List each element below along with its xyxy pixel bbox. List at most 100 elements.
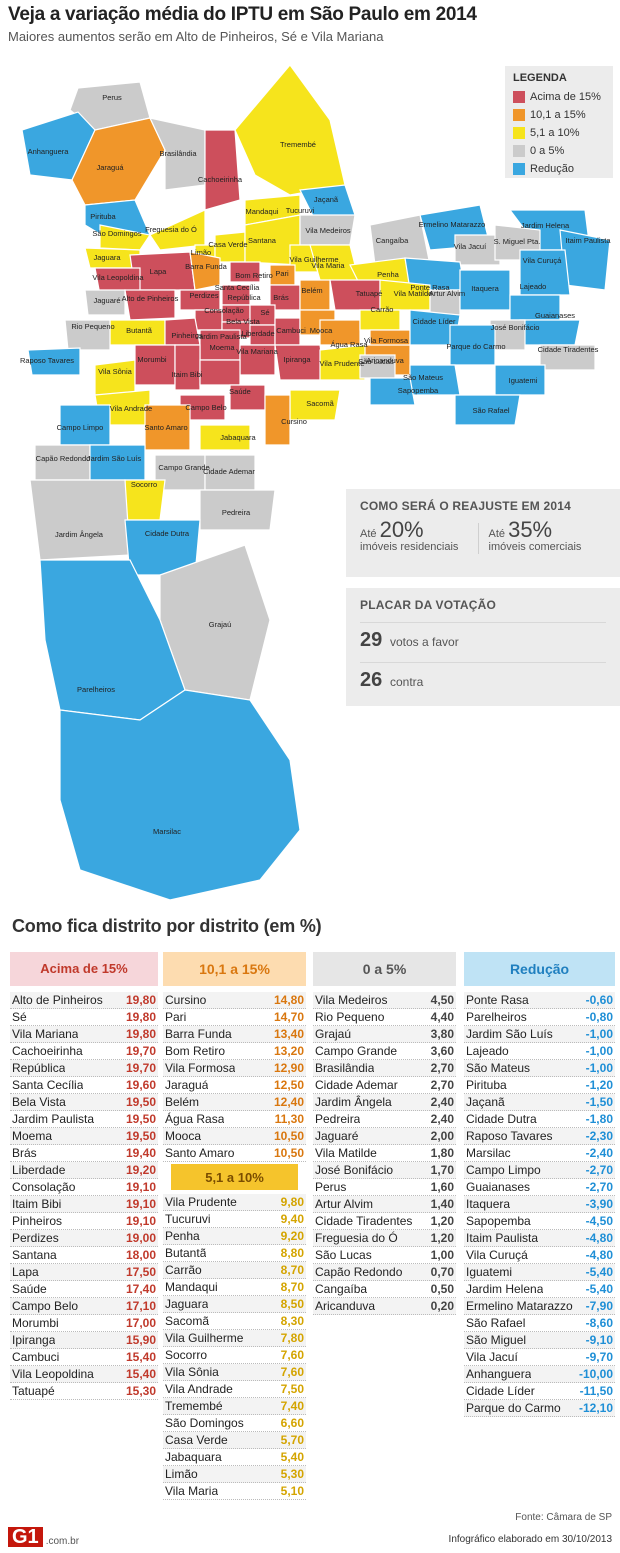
table-row: Perus 1,60 <box>313 1179 456 1196</box>
map-label: Jaraguá <box>96 163 124 172</box>
table-row: Moema 19,50 <box>10 1128 158 1145</box>
g1-logo: G1 .com.br <box>8 1527 79 1547</box>
district-value: 5,70 <box>280 1433 304 1447</box>
district-jabaquara <box>199 424 251 451</box>
table-row: Pinheiros 19,10 <box>10 1213 158 1230</box>
reajuste-title: COMO SERÁ O REAJUSTE EM 2014 <box>360 499 571 513</box>
district-value: 15,40 <box>125 1367 156 1381</box>
district-name: Campo Grande <box>315 1044 398 1058</box>
column-header-acima-15: Acima de 15% <box>10 952 158 986</box>
legend-label: Redução <box>530 163 575 175</box>
district-name: Ponte Rasa <box>466 993 529 1007</box>
district-name: Jabaquara <box>165 1450 222 1464</box>
district-value: 15,30 <box>125 1384 156 1398</box>
district-value: 17,10 <box>125 1299 156 1313</box>
table-row: Vila Formosa 12,90 <box>163 1060 306 1077</box>
district-name: Vila Mariana <box>12 1027 79 1041</box>
table-row: Vila Sônia 7,60 <box>163 1364 306 1381</box>
district-name: Raposo Tavares <box>466 1129 553 1143</box>
map-label: Vila Andrade <box>110 404 152 413</box>
map-label: Cursino <box>281 417 307 426</box>
page-subtitle: Maiores aumentos serão em Alto de Pinhei… <box>8 29 384 44</box>
district-name: Jardim São Luís <box>466 1027 553 1041</box>
map-label: Vila Maria <box>311 261 345 270</box>
district-name: Barra Funda <box>165 1027 232 1041</box>
reajuste-residencial-value: 20% <box>379 517 424 542</box>
district-name: Pirituba <box>466 1078 507 1092</box>
table-row: Vila Guilherme 7,80 <box>163 1330 306 1347</box>
table-row: Guaianases -2,70 <box>464 1179 615 1196</box>
placar-title: PLACAR DA VOTAÇÃO <box>360 598 497 612</box>
district-name: Grajaú <box>315 1027 352 1041</box>
map-label: Bela Vista <box>226 317 260 326</box>
district-tremembe <box>234 64 346 196</box>
table-row: Itaim Paulista -4,80 <box>464 1230 615 1247</box>
map-label: Vila Formosa <box>364 336 409 345</box>
district-name: Vila Curuçá <box>466 1248 528 1262</box>
table-row: Butantã 8,80 <box>163 1245 306 1262</box>
table-row: São Mateus -1,00 <box>464 1060 615 1077</box>
column-rows-10-15: Cursino 14,80 Pari 14,70 Barra Funda 13,40 Bom… <box>163 992 306 1162</box>
district-value: 5,40 <box>280 1450 304 1464</box>
legend-item: Acima de 15% <box>513 88 605 106</box>
district-value: 19,10 <box>125 1197 156 1211</box>
map-label: Carrão <box>371 305 394 314</box>
map-label: Vila Guilherme <box>289 255 338 264</box>
map-label: Penha <box>377 270 400 279</box>
district-name: Moema <box>12 1129 53 1143</box>
district-value: 19,50 <box>125 1095 156 1109</box>
table-row: Cidade Ademar 2,70 <box>313 1077 456 1094</box>
district-name: Rio Pequeno <box>315 1010 385 1024</box>
district-value: 5,10 <box>280 1484 304 1498</box>
legend-swatch <box>513 91 525 103</box>
district-value: -2,70 <box>585 1163 613 1177</box>
district-value: 19,70 <box>125 1061 156 1075</box>
district-value: 19,50 <box>125 1112 156 1126</box>
district-name: Casa Verde <box>165 1433 228 1447</box>
map-label: Campo Limpo <box>57 423 104 432</box>
district-name: Vila Sônia <box>165 1365 219 1379</box>
table-row: Vila Jacuí -9,70 <box>464 1349 615 1366</box>
district-value: 9,40 <box>280 1212 304 1226</box>
column-rows-0-5: Vila Medeiros 4,50 Rio Pequeno 4,40 Grajaú 3,… <box>313 992 456 1315</box>
district-name: Cursino <box>165 993 207 1007</box>
column-rows-5-10: Vila Prudente 9,80 Tucuruvi 9,40 Penha 9,20 Bu… <box>163 1194 306 1500</box>
district-barra-funda <box>189 251 221 291</box>
district-name: Pedreira <box>315 1112 361 1126</box>
table-row: Alto de Pinheiros 19,80 <box>10 992 158 1009</box>
district-iguatemi <box>494 364 546 396</box>
district-value: 19,00 <box>125 1231 156 1245</box>
map-label: Jardim Ângela <box>55 530 104 539</box>
map-label: Alto de Pinheiros <box>122 294 179 303</box>
district-name: José Bonifácio <box>315 1163 394 1177</box>
map-label: Jardim Helena <box>521 221 570 230</box>
table-row: República 19,70 <box>10 1060 158 1077</box>
map-label: Vila Sônia <box>98 367 132 376</box>
district-name: Sé <box>12 1010 27 1024</box>
district-name: São Miguel <box>466 1333 527 1347</box>
table-row: Cidade Líder -11,50 <box>464 1383 615 1400</box>
district-value: 8,30 <box>280 1314 304 1328</box>
district-value: -7,90 <box>585 1299 613 1313</box>
district-value: -1,00 <box>585 1027 613 1041</box>
district-value: 8,70 <box>280 1280 304 1294</box>
map-label: Vila Leopoldina <box>92 273 144 282</box>
reajuste-residencial: Até 20% imóveis residenciais <box>360 519 478 554</box>
map-label: Jaguara <box>93 253 121 262</box>
table-row: Penha 9,20 <box>163 1228 306 1245</box>
district-value: -4,50 <box>585 1214 613 1228</box>
district-name: Liberdade <box>12 1163 66 1177</box>
table-row: Pirituba -1,20 <box>464 1077 615 1094</box>
district-value: 7,60 <box>280 1348 304 1362</box>
source-note: Fonte: Câmara de SP <box>515 1512 612 1523</box>
district-name: Sapopemba <box>466 1214 531 1228</box>
table-row: Parque do Carmo -12,10 <box>464 1400 615 1417</box>
placar-contra: 26 contra <box>360 662 606 692</box>
district-value: 9,20 <box>280 1229 304 1243</box>
table-row: Cachoeirinha 19,70 <box>10 1043 158 1060</box>
table-row: Casa Verde 5,70 <box>163 1432 306 1449</box>
district-value: -1,80 <box>585 1112 613 1126</box>
district-name: Pari <box>165 1010 187 1024</box>
table-row: Ermelino Matarazzo -7,90 <box>464 1298 615 1315</box>
district-value: 17,40 <box>125 1282 156 1296</box>
